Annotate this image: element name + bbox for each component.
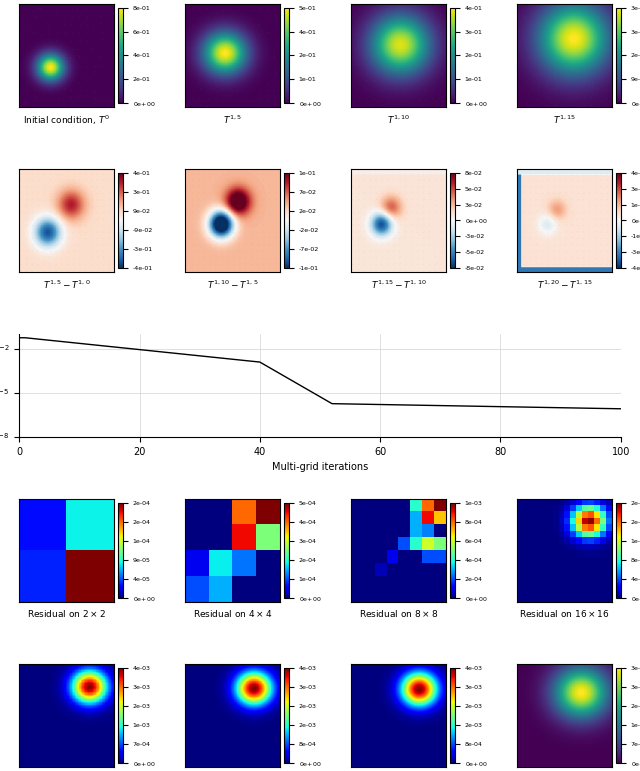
Text: Residual on $16 \times 16$: Residual on $16 \times 16$ [519, 608, 610, 619]
Text: Residual on $8 \times 8$: Residual on $8 \times 8$ [359, 608, 438, 619]
Text: $T^{1,10}$: $T^{1,10}$ [387, 113, 410, 126]
Text: $T^{1,20}-T^{1,15}$: $T^{1,20}-T^{1,15}$ [537, 278, 592, 291]
Text: Residual on $4 \times 4$: Residual on $4 \times 4$ [193, 608, 272, 619]
X-axis label: Multi-grid iterations: Multi-grid iterations [272, 463, 368, 473]
Text: Initial condition, $T^0$: Initial condition, $T^0$ [23, 113, 110, 126]
Text: $T^{1,15}$: $T^{1,15}$ [553, 113, 576, 126]
Text: Residual on $2 \times 2$: Residual on $2 \times 2$ [27, 608, 106, 619]
Text: $T^{1,5}-T^{1,0}$: $T^{1,5}-T^{1,0}$ [43, 278, 90, 291]
Text: $T^{1,15}-T^{1,10}$: $T^{1,15}-T^{1,10}$ [371, 278, 426, 291]
Text: $T^{1,10}-T^{1,5}$: $T^{1,10}-T^{1,5}$ [207, 278, 259, 291]
Text: $T^{1,5}$: $T^{1,5}$ [223, 113, 242, 126]
